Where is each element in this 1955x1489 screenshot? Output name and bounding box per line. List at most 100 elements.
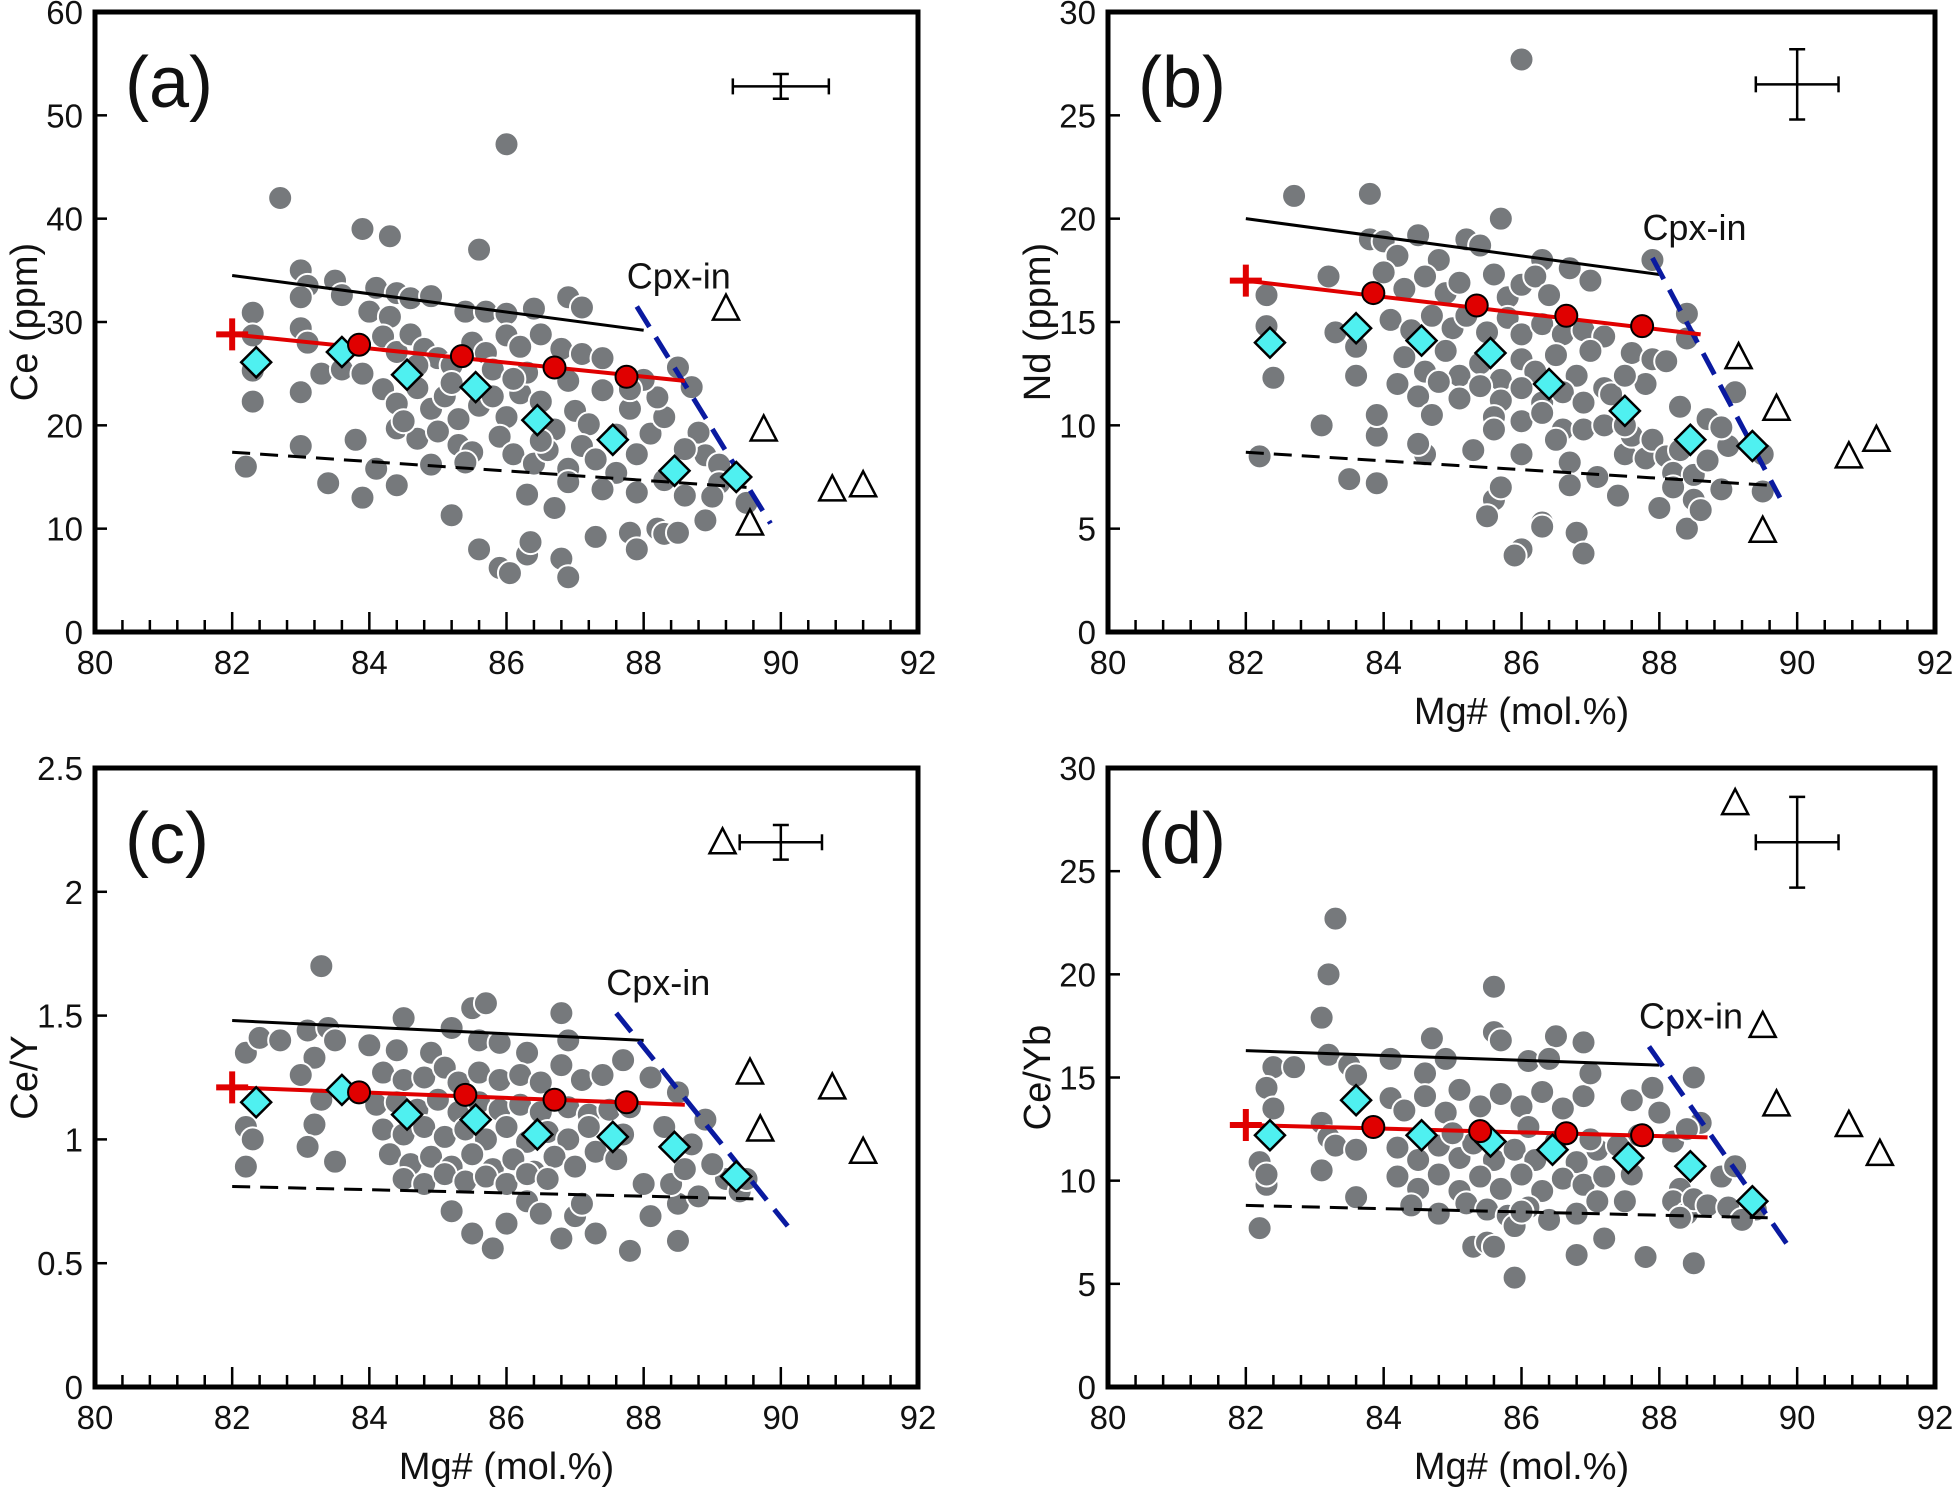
- triangle-point: [1747, 514, 1778, 543]
- data-point: [1480, 973, 1507, 1000]
- error-bar: [1754, 47, 1840, 121]
- x-tick-label: 86: [1503, 1399, 1540, 1436]
- data-point: [1246, 1215, 1273, 1242]
- data-point: [267, 1027, 294, 1054]
- data-point: [1405, 1147, 1432, 1174]
- data-point: [1467, 1093, 1494, 1120]
- data-point: [527, 321, 554, 348]
- y-axis-title: Nd (ppm): [1017, 243, 1059, 401]
- data-point: [582, 523, 609, 550]
- diamond-point: [1735, 429, 1770, 463]
- y-tick-label: 2.5: [37, 750, 83, 787]
- data-point: [671, 436, 698, 463]
- model-point: [542, 1087, 567, 1112]
- data-point: [548, 1225, 575, 1252]
- diamond-point: [657, 454, 692, 488]
- data-point: [1487, 1081, 1514, 1108]
- diamond-point: [1339, 311, 1373, 345]
- data-point: [1694, 447, 1721, 474]
- data-point: [1577, 267, 1604, 294]
- data-point: [582, 446, 609, 473]
- diamond-point: [1253, 325, 1287, 360]
- data-point: [438, 502, 465, 529]
- triangle-point: [1761, 392, 1792, 422]
- data-point: [699, 483, 726, 510]
- triangle-point: [1723, 340, 1754, 370]
- x-tick-label: 84: [1365, 1399, 1402, 1436]
- data-point: [637, 420, 664, 447]
- x-tick-label: 88: [1641, 1399, 1678, 1436]
- y-tick-label: 0: [65, 1369, 83, 1406]
- data-point: [1377, 1045, 1404, 1072]
- data-point: [496, 560, 523, 587]
- data-point: [1501, 542, 1528, 569]
- data-point: [486, 1029, 513, 1056]
- data-point: [287, 1062, 314, 1089]
- data-point: [1467, 373, 1494, 400]
- diamond-point: [596, 423, 630, 457]
- x-tick-label: 92: [900, 644, 937, 681]
- y-tick-label: 0: [65, 614, 83, 651]
- triangle-point: [707, 825, 738, 855]
- data-point: [356, 1032, 383, 1059]
- model-start-cross: [216, 318, 249, 351]
- x-tick-label: 92: [1917, 1399, 1954, 1436]
- triangle-point: [817, 472, 848, 502]
- data-point: [438, 1014, 465, 1041]
- data-point: [1611, 362, 1638, 389]
- data-point: [555, 1027, 582, 1054]
- data-point: [1549, 1095, 1576, 1122]
- x-tick-label: 82: [214, 1399, 251, 1436]
- data-point: [1639, 426, 1666, 453]
- panel-c: 80 82 84 86 88 90 92 0 0.5 1 1.5 2 2.5 Ce/Y Mg# (mol.%…: [4, 750, 936, 1488]
- data-point: [287, 284, 314, 311]
- diamond-point: [596, 1120, 630, 1154]
- data-point: [308, 1086, 335, 1113]
- data-point: [637, 1064, 664, 1091]
- data-point: [411, 1114, 438, 1141]
- data-point: [1515, 1114, 1542, 1141]
- data-point: [589, 1062, 616, 1089]
- data-point: [1446, 1076, 1473, 1103]
- panel-label: (a): [125, 43, 213, 123]
- data-point: [390, 1005, 417, 1032]
- data-point: [1432, 337, 1459, 364]
- data-point: [1391, 344, 1418, 371]
- data-point: [1412, 1083, 1439, 1110]
- lower-bound-line: [232, 450, 747, 489]
- data-point: [308, 953, 335, 980]
- data-point: [1391, 1097, 1418, 1124]
- model-point: [1361, 1115, 1386, 1140]
- data-point: [493, 1114, 520, 1141]
- data-point: [1584, 1188, 1611, 1215]
- data-point: [1363, 470, 1390, 497]
- cpx-in-label: Cpx-in: [1639, 996, 1743, 1037]
- data-point: [1370, 259, 1397, 286]
- data-point: [534, 1166, 561, 1193]
- y-tick-label: 20: [1059, 201, 1096, 238]
- data-point: [267, 185, 294, 211]
- data-point: [1646, 1099, 1673, 1126]
- data-point: [582, 1220, 609, 1247]
- data-point: [568, 294, 595, 321]
- model-start-cross: [1229, 1108, 1262, 1141]
- x-axis-ticks: [1108, 766, 1909, 1389]
- data-point: [1398, 1192, 1425, 1219]
- data-point: [459, 1141, 486, 1168]
- x-tick-label: 80: [77, 644, 114, 681]
- data-point: [1343, 362, 1370, 389]
- y-axis-title: Ce/Yb: [1017, 1025, 1059, 1131]
- data-point: [287, 433, 314, 459]
- triangle-point: [1861, 423, 1892, 453]
- data-point: [671, 482, 698, 509]
- data-point: [1439, 1120, 1466, 1147]
- data-point: [239, 388, 266, 415]
- data-point: [514, 1039, 541, 1066]
- y-tick-label: 1.5: [37, 998, 83, 1035]
- y-tick-label: 0: [1078, 614, 1096, 651]
- data-point: [651, 1114, 678, 1141]
- x-tick-label: 92: [900, 1399, 937, 1436]
- data-point: [507, 333, 534, 360]
- triangle-point: [734, 1055, 766, 1085]
- triangle-point: [817, 1070, 848, 1100]
